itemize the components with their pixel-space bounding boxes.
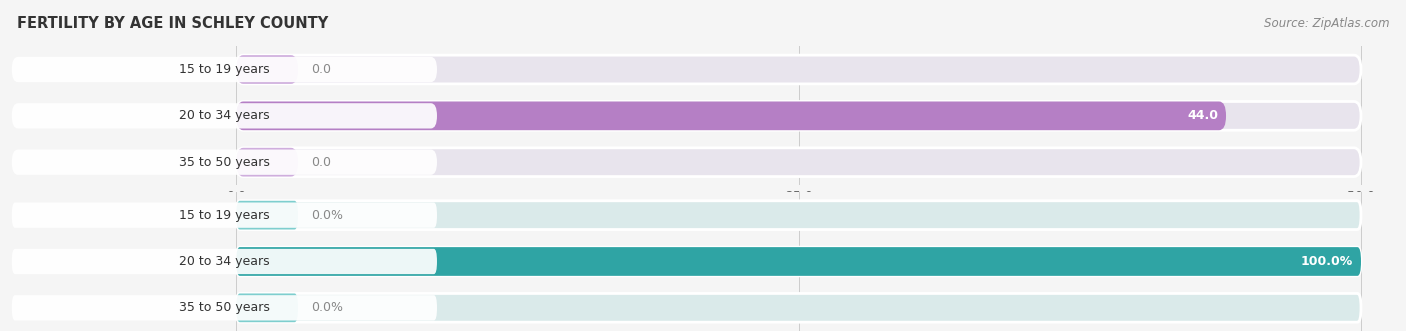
FancyBboxPatch shape — [11, 57, 437, 82]
FancyBboxPatch shape — [11, 150, 437, 175]
Text: 0.0: 0.0 — [312, 63, 332, 76]
FancyBboxPatch shape — [11, 103, 437, 128]
FancyBboxPatch shape — [236, 294, 298, 322]
FancyBboxPatch shape — [236, 247, 1361, 276]
Text: 15 to 19 years: 15 to 19 years — [179, 63, 270, 76]
Text: 15 to 19 years: 15 to 19 years — [179, 209, 270, 222]
FancyBboxPatch shape — [236, 55, 1361, 84]
FancyBboxPatch shape — [236, 102, 1226, 130]
FancyBboxPatch shape — [236, 294, 1361, 322]
Text: 100.0%: 100.0% — [1301, 255, 1353, 268]
Text: FERTILITY BY AGE IN SCHLEY COUNTY: FERTILITY BY AGE IN SCHLEY COUNTY — [17, 16, 328, 31]
FancyBboxPatch shape — [236, 55, 298, 84]
Text: 35 to 50 years: 35 to 50 years — [179, 301, 270, 314]
FancyBboxPatch shape — [236, 102, 1361, 130]
Text: Source: ZipAtlas.com: Source: ZipAtlas.com — [1264, 17, 1389, 30]
Text: 0.0%: 0.0% — [312, 301, 343, 314]
FancyBboxPatch shape — [236, 148, 298, 176]
FancyBboxPatch shape — [236, 201, 298, 229]
FancyBboxPatch shape — [236, 201, 1361, 229]
Text: 20 to 34 years: 20 to 34 years — [179, 255, 270, 268]
Text: 44.0: 44.0 — [1187, 109, 1218, 122]
FancyBboxPatch shape — [11, 295, 437, 320]
Text: 0.0: 0.0 — [312, 156, 332, 169]
FancyBboxPatch shape — [236, 148, 1361, 176]
Text: 35 to 50 years: 35 to 50 years — [179, 156, 270, 169]
FancyBboxPatch shape — [236, 247, 1361, 276]
Text: 0.0%: 0.0% — [312, 209, 343, 222]
FancyBboxPatch shape — [11, 249, 437, 274]
Text: 20 to 34 years: 20 to 34 years — [179, 109, 270, 122]
FancyBboxPatch shape — [11, 203, 437, 228]
